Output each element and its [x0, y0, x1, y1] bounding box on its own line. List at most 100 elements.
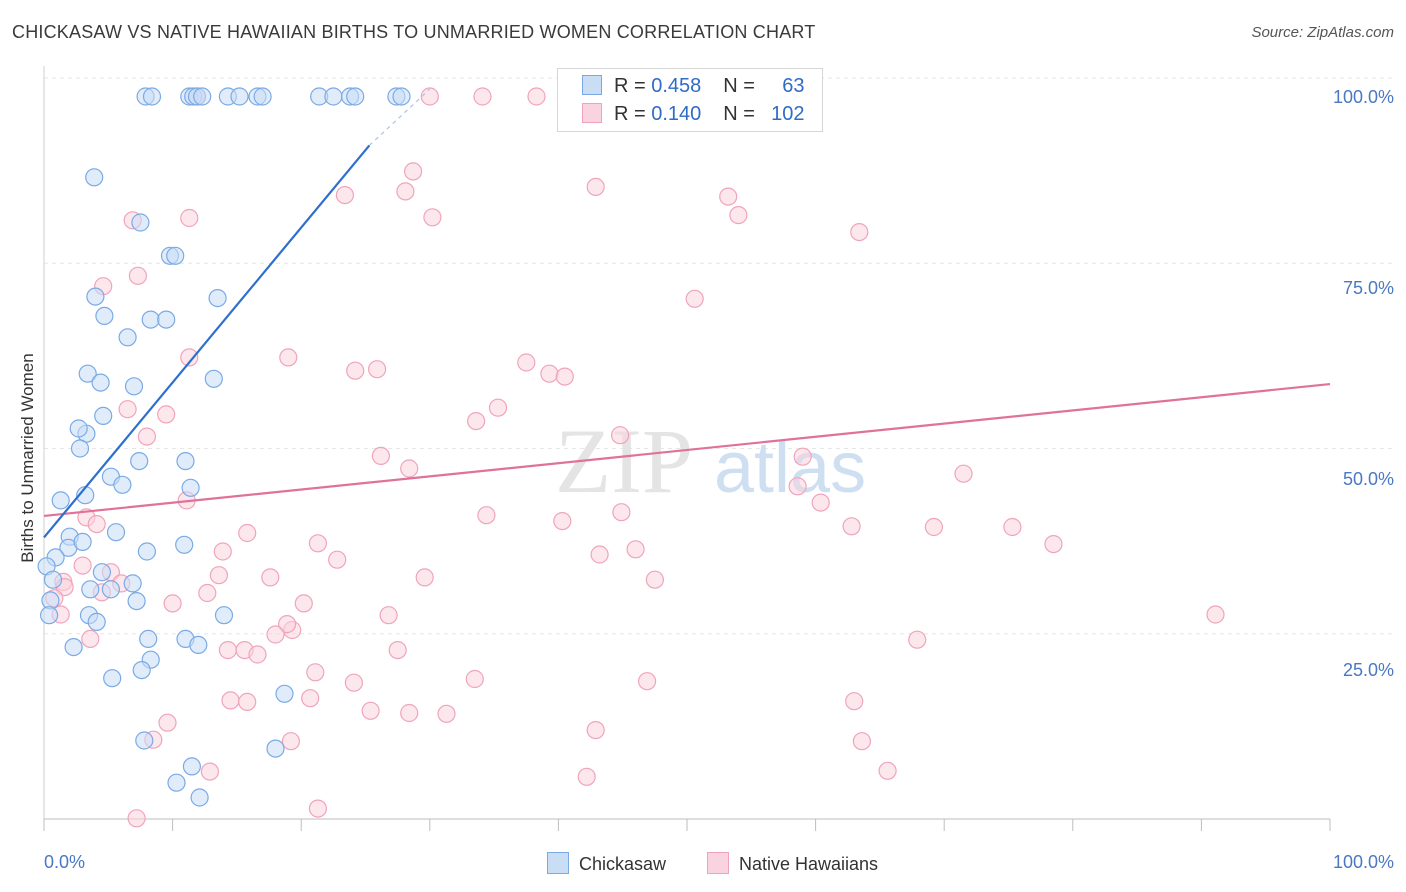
native-hawaiian-point — [437, 704, 456, 723]
native-hawaiian-point — [278, 614, 297, 634]
legend-r-value: 0.140 — [651, 103, 702, 125]
native-hawaiian-point — [555, 367, 574, 386]
native-hawaiian-point — [335, 186, 354, 205]
native-hawaiian-point — [361, 701, 380, 720]
chickasaw-point — [81, 580, 100, 599]
native-hawaiian-point — [924, 517, 944, 537]
legend-n-value: 63 — [782, 75, 805, 97]
native-hawaiian-point — [586, 720, 605, 740]
chickasaw-point — [118, 328, 137, 347]
chickasaw-point — [85, 168, 104, 187]
native-hawaiian-point — [396, 182, 415, 201]
native-hawaiian-point — [137, 427, 156, 446]
x-tick-min: 0.0% — [44, 852, 86, 872]
native-hawaiian-point — [467, 412, 486, 431]
chickasaw-point — [124, 377, 144, 396]
native-hawaiian-point — [637, 672, 657, 691]
legend-r-label: R = — [614, 75, 652, 97]
native-hawaiian-point — [1003, 517, 1022, 537]
native-hawaiian-point — [379, 606, 398, 625]
chickasaw-point — [132, 660, 151, 680]
legend-swatch-blue — [582, 75, 602, 95]
native-hawaiian-trend-line — [43, 382, 1331, 518]
chickasaw-point — [103, 669, 122, 688]
chickasaw-point — [137, 542, 156, 561]
native-hawaiian-point — [842, 517, 861, 536]
chickasaw-point — [131, 213, 150, 232]
chickasaw-point — [78, 364, 97, 383]
native-hawaiian-point — [238, 523, 257, 543]
chickasaw-point — [51, 491, 70, 510]
source-label: Source: ZipAtlas.com — [1251, 24, 1394, 41]
chickasaw-point — [275, 684, 294, 703]
native-hawaiian-point — [118, 400, 137, 419]
native-hawaiian-point — [294, 594, 313, 613]
native-hawaiian-point — [420, 87, 439, 106]
native-hawaiian-point — [645, 570, 665, 589]
native-hawaiian-point — [878, 761, 897, 780]
native-hawaiian-point — [612, 503, 631, 522]
trend-lines — [43, 88, 1331, 539]
native-hawaiian-point — [540, 364, 559, 383]
native-hawaiian-point — [553, 511, 572, 531]
native-hawaiian-point — [415, 568, 434, 587]
bottom-legend-swatch-pink — [707, 852, 729, 874]
y-tick-50: 50.0% — [1342, 469, 1394, 489]
native-hawaiian-point — [404, 162, 423, 181]
native-hawaiian-point — [371, 446, 390, 465]
bottom-legend-chickasaw: Chickasaw — [547, 852, 666, 875]
legend-n-label: N = — [723, 103, 761, 125]
chickasaw-point — [346, 87, 365, 106]
native-hawaiian-point — [308, 534, 327, 553]
native-hawaiian-point — [488, 398, 508, 417]
chickasaw-point — [127, 591, 146, 611]
native-hawaiian-point — [281, 732, 300, 751]
chickasaw-point — [181, 478, 200, 497]
native-hawaiian-point — [163, 594, 182, 613]
chickasaw-point — [69, 419, 88, 438]
native-hawaiian-point — [527, 87, 546, 106]
chickasaw-point — [43, 570, 63, 589]
bottom-legend-label: Chickasaw — [579, 854, 667, 874]
native-hawaiian-point — [180, 348, 199, 367]
chickasaw-point — [182, 757, 201, 776]
native-hawaiian-point — [908, 630, 927, 649]
native-hawaiian-point — [180, 208, 199, 228]
native-hawaiian-point — [73, 556, 92, 575]
native-hawaiian-point — [577, 767, 596, 786]
native-hawaiian-point — [209, 566, 228, 585]
chickasaw-point — [230, 87, 249, 106]
chickasaw-point — [193, 87, 212, 106]
chickasaw-point — [130, 452, 149, 471]
chickasaw-point — [139, 629, 158, 649]
native-hawaiian-point — [128, 266, 147, 285]
native-hawaiian-point — [793, 447, 812, 466]
x-tick-max: 100.0% — [1332, 852, 1394, 872]
axes — [43, 66, 1331, 831]
native-hawaiian-point — [221, 691, 240, 710]
chickasaw-point — [142, 87, 162, 106]
native-hawaiian-point — [954, 464, 973, 483]
chickasaw-trend-line — [43, 144, 371, 539]
chickasaw-points — [37, 87, 411, 807]
chickasaw-point — [113, 475, 132, 494]
native-hawaiian-point — [157, 405, 176, 424]
chickasaw-point — [91, 373, 110, 392]
legend-row-native-hawaiians: R = 0.140 N = 102 — [582, 103, 805, 126]
native-hawaiian-point — [610, 426, 630, 445]
native-hawaiian-point — [368, 360, 387, 379]
chickasaw-point — [86, 287, 105, 306]
native-hawaiian-point — [517, 353, 536, 372]
native-hawaiian-point — [850, 223, 869, 242]
chickasaw-point — [189, 635, 208, 655]
chickasaw-point — [101, 580, 121, 599]
native-hawaiian-point — [473, 87, 492, 106]
native-hawaiian-point — [729, 206, 748, 225]
native-hawaiian-point — [279, 348, 298, 367]
native-hawaiian-point — [845, 692, 864, 711]
native-hawaiian-point — [590, 545, 609, 564]
bottom-legend-swatch-blue — [547, 852, 569, 874]
chart-title: CHICKASAW VS NATIVE HAWAIIAN BIRTHS TO U… — [12, 22, 816, 42]
chickasaw-point — [208, 289, 227, 308]
